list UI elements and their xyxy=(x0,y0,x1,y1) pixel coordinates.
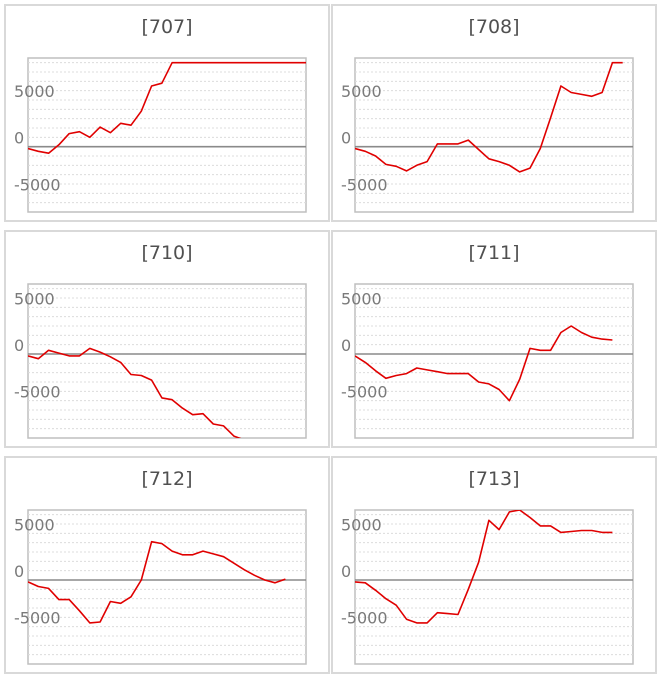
series-line xyxy=(28,61,306,154)
y-tick-label: -5000 xyxy=(341,175,388,194)
chart-panel: [710] 5000 0 -5000 xyxy=(4,230,330,448)
y-tick-label: -5000 xyxy=(14,383,61,402)
chart-title: [710] xyxy=(141,242,193,264)
chart-title: [712] xyxy=(141,468,193,490)
chart-plot: 5000 0 -5000 xyxy=(341,509,634,665)
plot-frame xyxy=(27,283,307,439)
chart-title: [713] xyxy=(468,468,520,490)
chart-plot: 5000 0 -5000 xyxy=(14,509,307,665)
series-line xyxy=(28,347,242,438)
chart-plot: 5000 0 -5000 xyxy=(14,283,307,439)
chart-panel: [711] 5000 0 -5000 xyxy=(331,230,657,448)
plot-frame xyxy=(354,509,634,665)
series-line xyxy=(28,540,286,624)
plot-frame xyxy=(354,283,634,439)
chart-plot: 5000 0 -5000 xyxy=(341,57,634,213)
y-tick-label: -5000 xyxy=(14,609,61,628)
y-tick-label: 5000 xyxy=(341,82,382,101)
chart-title: [707] xyxy=(141,16,193,38)
plot-frame xyxy=(354,57,634,213)
y-tick-label: -5000 xyxy=(341,383,388,402)
chart-panel: [708] 5000 0 -5000 xyxy=(331,4,657,222)
plot-frame xyxy=(27,509,307,665)
y-tick-label: 5000 xyxy=(341,289,382,308)
y-tick-label: 0 xyxy=(341,129,351,148)
chart-title: [711] xyxy=(468,242,520,264)
chart-plot: 5000 0 -5000 xyxy=(14,57,307,213)
y-tick-label: -5000 xyxy=(341,609,388,628)
series-line xyxy=(355,61,623,173)
y-tick-label: 5000 xyxy=(341,515,382,534)
series-line xyxy=(355,510,613,624)
chart-panel: [712] 5000 0 -5000 xyxy=(4,456,330,674)
chart-panel: [713] 5000 0 -5000 xyxy=(331,456,657,674)
plot-frame xyxy=(27,57,307,213)
y-tick-label: 0 xyxy=(14,129,24,148)
y-tick-label: 0 xyxy=(341,336,351,355)
series-line xyxy=(355,325,613,402)
y-tick-label: 0 xyxy=(14,336,24,355)
y-tick-label: -5000 xyxy=(14,175,61,194)
y-tick-label: 5000 xyxy=(14,289,55,308)
y-tick-label: 5000 xyxy=(14,82,55,101)
y-tick-label: 0 xyxy=(341,562,351,581)
chart-title: [708] xyxy=(468,16,520,38)
chart-panel: [707] 5000 0 -5000 xyxy=(4,4,330,222)
chart-plot: 5000 0 -5000 xyxy=(341,283,634,439)
y-tick-label: 5000 xyxy=(14,515,55,534)
y-tick-label: 0 xyxy=(14,562,24,581)
